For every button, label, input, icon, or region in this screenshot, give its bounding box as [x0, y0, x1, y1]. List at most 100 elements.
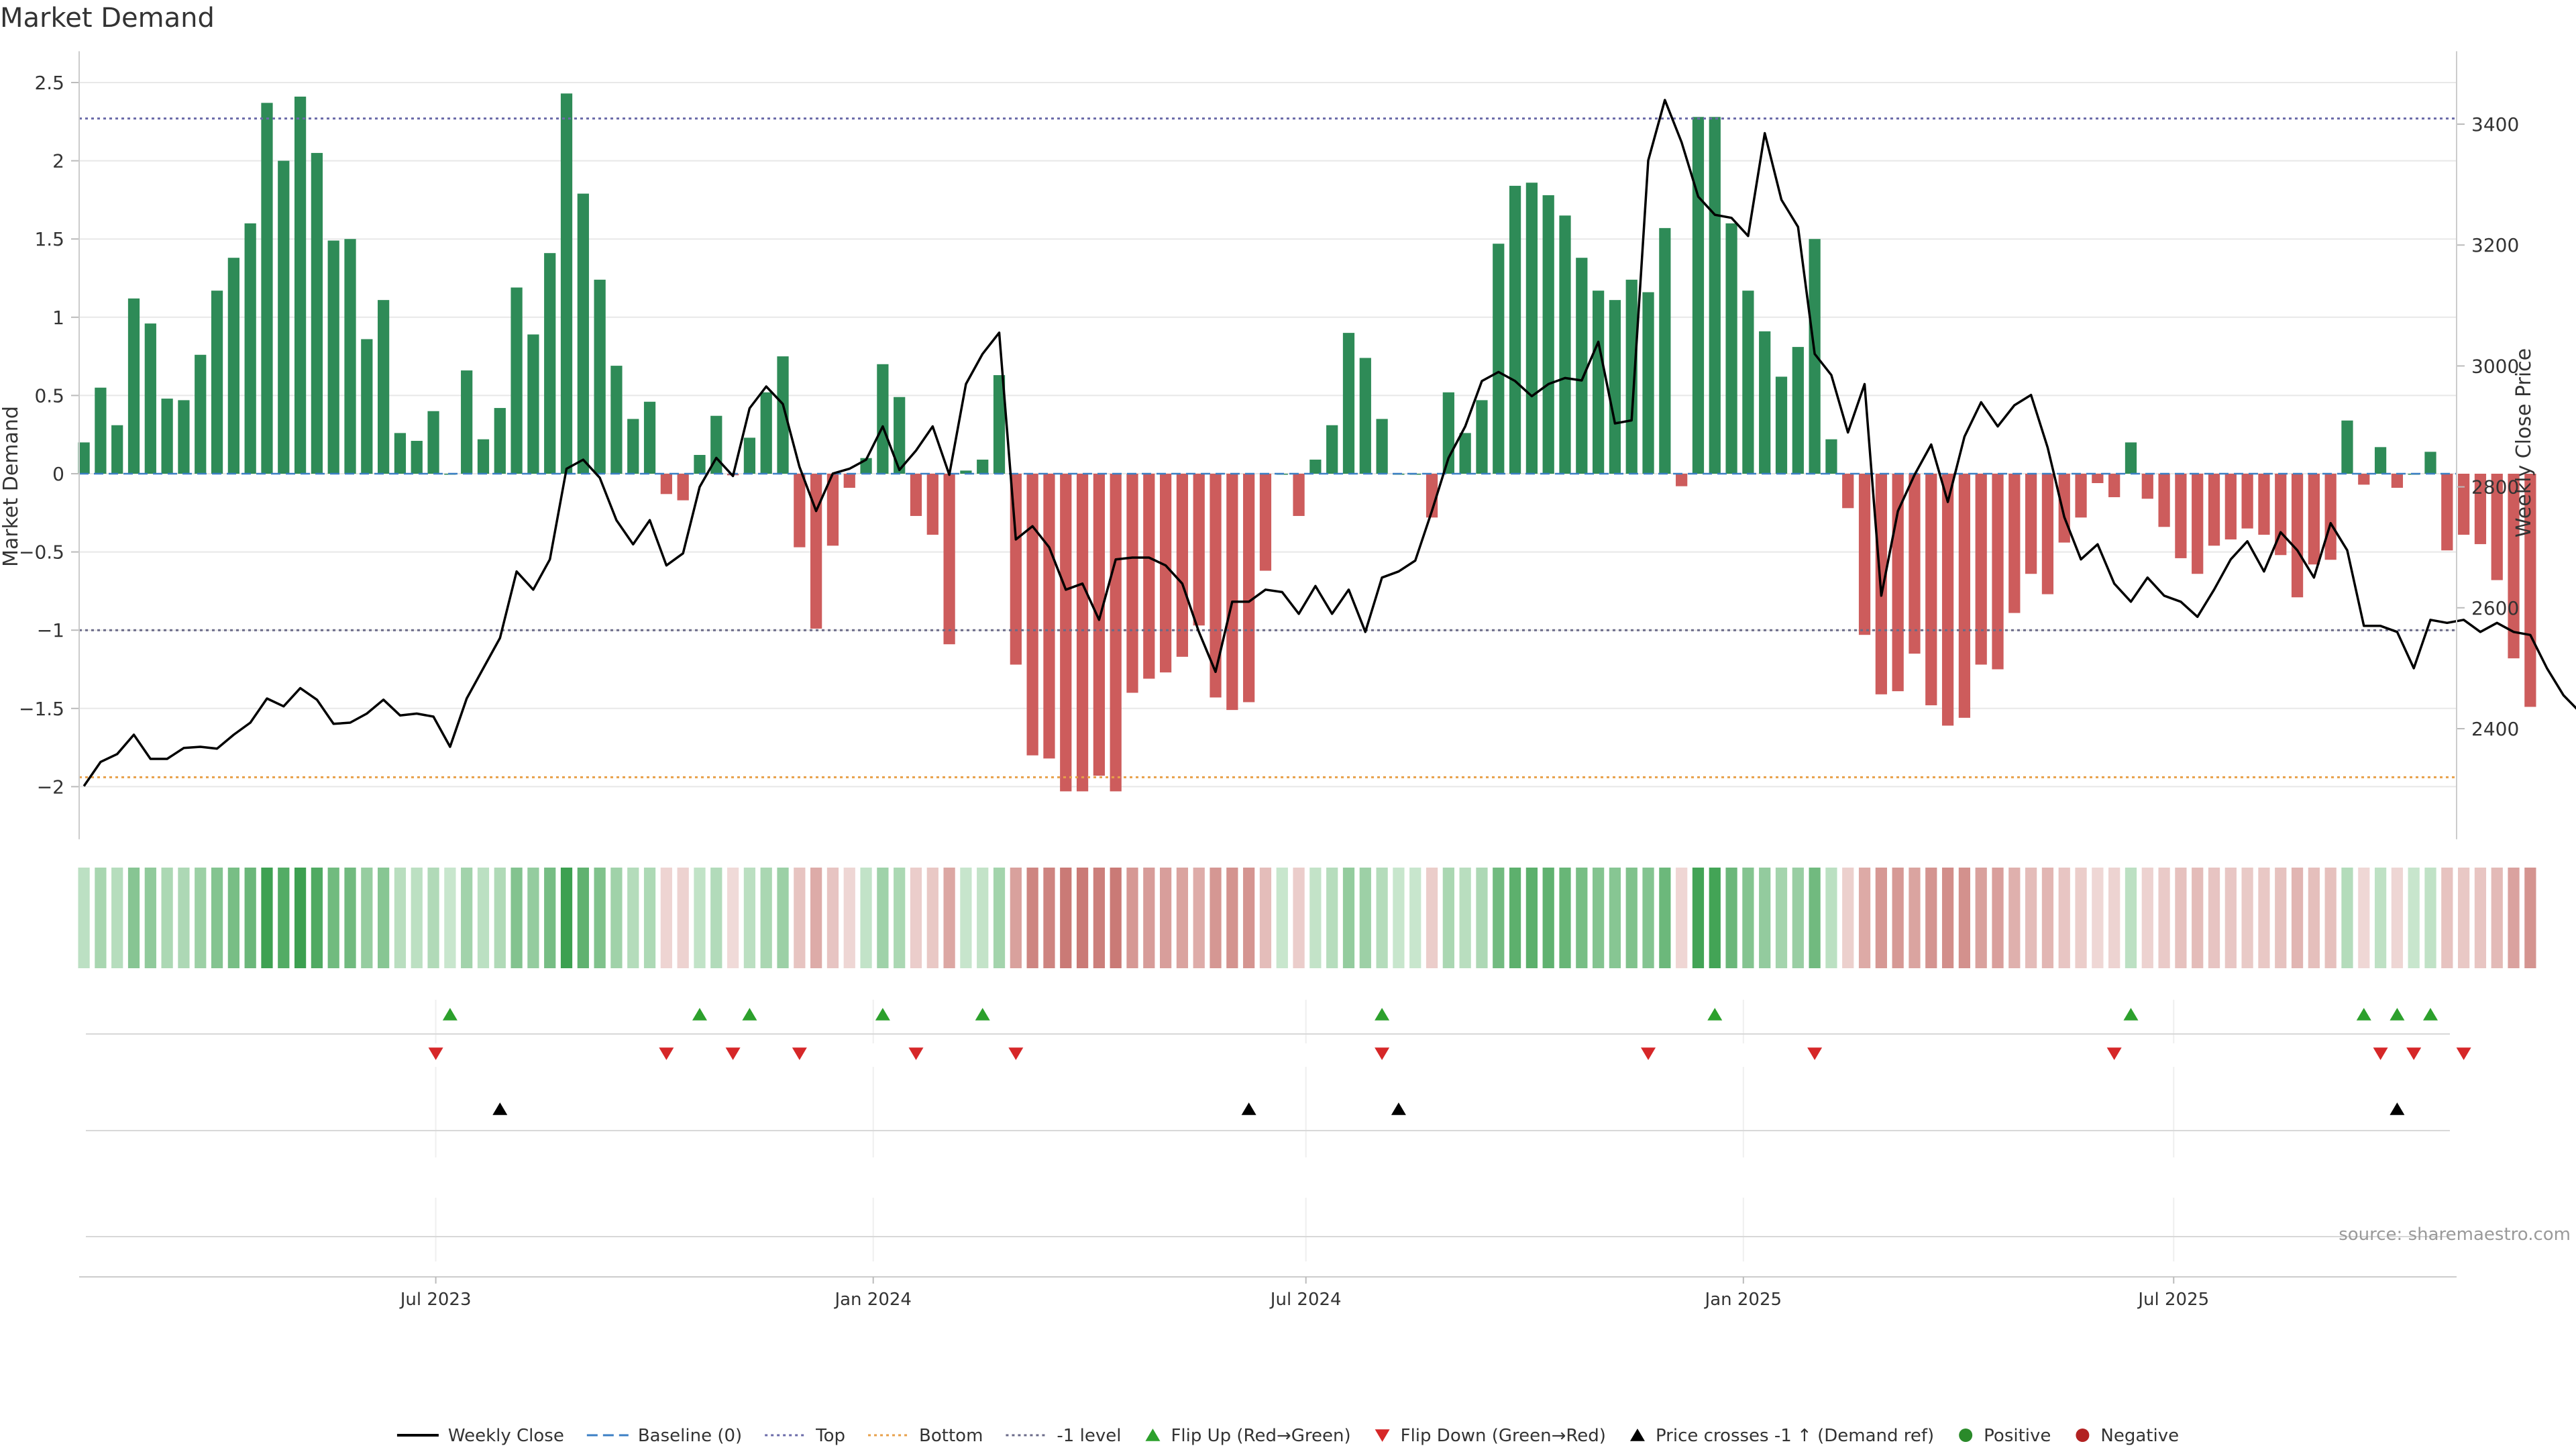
- heat-cell: [1060, 868, 1072, 968]
- demand-bar-positive: [894, 397, 906, 474]
- heat-cell: [2192, 868, 2204, 968]
- heat-cell: [860, 868, 872, 968]
- demand-bar-positive: [311, 152, 323, 474]
- legend-swatch-triangle-down: [1375, 1429, 1390, 1442]
- legend-item: -1 level: [1006, 1426, 1121, 1446]
- demand-bar-positive: [178, 400, 190, 474]
- heat-cell: [2474, 868, 2487, 968]
- reference-levels: [79, 117, 2457, 778]
- heat-cell: [2224, 868, 2237, 968]
- demand-bar-positive: [427, 411, 439, 474]
- demand-bar-positive: [461, 370, 473, 474]
- demand-bar-negative: [1909, 474, 1921, 654]
- legend-item: Positive: [1959, 1426, 2051, 1446]
- heat-cell: [710, 868, 722, 968]
- demand-bar-negative: [2075, 474, 2087, 518]
- demand-bar-positive: [993, 375, 1006, 474]
- heat-cell: [378, 868, 390, 968]
- heat-cell: [544, 868, 556, 968]
- demand-bar-positive: [577, 193, 589, 474]
- demand-bar-negative: [2141, 474, 2153, 499]
- demand-bar-positive: [244, 223, 256, 474]
- heat-cell: [2258, 868, 2270, 968]
- heat-cell: [1110, 868, 1122, 968]
- flip-down-marker: [2106, 1047, 2122, 1060]
- demand-bar-negative: [660, 474, 672, 495]
- demand-bar-negative: [2474, 474, 2487, 544]
- y-tick-label: −2: [37, 776, 64, 798]
- demand-bar-positive: [877, 364, 889, 474]
- demand-bar-negative: [2241, 474, 2253, 529]
- demand-bar-positive: [1576, 258, 1588, 474]
- demand-bar-negative: [943, 474, 955, 645]
- heat-cell: [1509, 868, 1521, 968]
- heat-cell: [2008, 868, 2021, 968]
- heat-cell: [2458, 868, 2470, 968]
- legend-item: Price crosses -1 ↑ (Demand ref): [1629, 1426, 1934, 1446]
- flip-down-marker: [792, 1047, 807, 1060]
- demand-bar-negative: [2025, 474, 2037, 574]
- demand-bar-positive: [327, 240, 339, 474]
- demand-bar-positive: [977, 460, 989, 474]
- legend-label: Bottom: [919, 1426, 983, 1446]
- heat-cell: [1026, 868, 1038, 968]
- heat-cell: [993, 868, 1006, 968]
- heat-cell: [1309, 868, 1322, 968]
- heat-cell: [327, 868, 339, 968]
- weekly-close-line: [83, 99, 2576, 787]
- demand-bar-positive: [1692, 117, 1705, 474]
- demand-bar-positive: [111, 425, 123, 474]
- heat-cell: [1925, 868, 1937, 968]
- demand-bar-negative: [2508, 474, 2520, 659]
- heat-cell: [2108, 868, 2121, 968]
- y-tick-label: 1.5: [34, 228, 64, 250]
- legend-label: Negative: [2100, 1426, 2179, 1446]
- demand-bar-positive: [78, 442, 90, 474]
- demand-bar-positive: [1759, 331, 1771, 474]
- heat-cell: [1276, 868, 1288, 968]
- demand-bar-negative: [2192, 474, 2204, 574]
- y-tick-label: 1: [52, 307, 64, 329]
- demand-bar-negative: [1060, 474, 1072, 792]
- demand-bar-positive: [1476, 400, 1488, 474]
- heat-cell: [610, 868, 623, 968]
- demand-bar-positive: [527, 334, 539, 474]
- heat-cell: [1210, 868, 1222, 968]
- heat-cell: [1609, 868, 1621, 968]
- demand-bar-negative: [843, 474, 855, 488]
- demand-bar-positive: [195, 354, 207, 474]
- y-tick-label: −1: [37, 619, 64, 641]
- legend-item: Weekly Close: [396, 1426, 564, 1446]
- demand-bar-positive: [261, 103, 273, 474]
- demand-bar-negative: [2158, 474, 2170, 527]
- flip-down-marker: [1375, 1047, 1390, 1060]
- heat-cell: [2058, 868, 2070, 968]
- demand-bar-positive: [1359, 358, 1371, 474]
- demand-bar-negative: [2008, 474, 2021, 613]
- y2-tick-label: 2600: [2471, 597, 2519, 619]
- demand-bar-negative: [2041, 474, 2054, 594]
- demand-bar-negative: [1226, 474, 1238, 711]
- demand-bar-positive: [560, 93, 573, 474]
- demand-bar-positive: [161, 399, 173, 474]
- heat-cell: [244, 868, 256, 968]
- demand-bar-negative: [2391, 474, 2404, 488]
- heat-cell: [111, 868, 123, 968]
- heat-cell: [2408, 868, 2420, 968]
- demand-bar-negative: [2524, 474, 2536, 707]
- heat-cell: [743, 868, 756, 968]
- demand-bar-positive: [2374, 447, 2387, 474]
- heat-cell: [411, 868, 423, 968]
- heat-cell: [1692, 868, 1705, 968]
- heat-cell: [2092, 868, 2104, 968]
- demand-bar-negative: [2358, 474, 2370, 485]
- demand-bar-positive: [1559, 215, 1571, 474]
- demand-bar-positive: [1659, 227, 1671, 474]
- heat-cell: [1226, 868, 1238, 968]
- y2-axis-label: Weekly Close Price: [2512, 348, 2536, 537]
- demand-bar-positive: [610, 366, 623, 474]
- demand-bar-positive: [1625, 279, 1638, 474]
- heat-cell: [1559, 868, 1571, 968]
- heat-cell: [1143, 868, 1155, 968]
